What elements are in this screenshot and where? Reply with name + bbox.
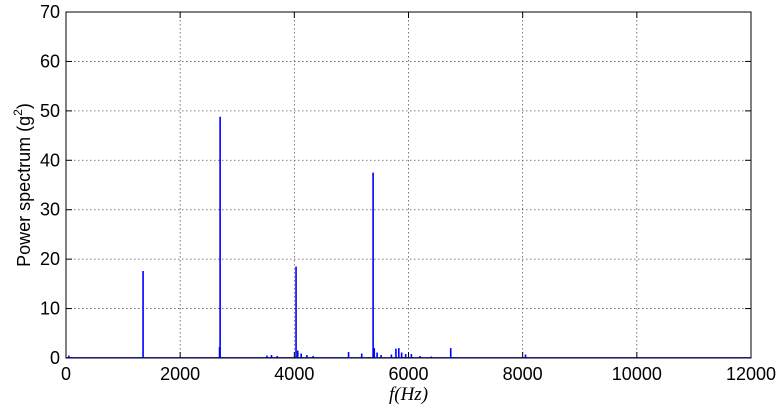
y-tick-label: 10	[40, 299, 60, 319]
y-axis-label-suffix: )	[14, 103, 34, 109]
x-tick-label: 4000	[274, 364, 314, 384]
x-tick-labels: 0 2000 4000 6000 8000 10000 12000	[61, 364, 776, 384]
y-tick-label: 50	[40, 101, 60, 121]
x-tick-label: 0	[61, 364, 71, 384]
y-tick-label: 60	[40, 51, 60, 71]
y-axis-label: Power spectrum (g2)	[11, 103, 34, 267]
x-tick-label: 8000	[503, 364, 543, 384]
x-tick-label: 12000	[726, 364, 776, 384]
grid	[66, 12, 751, 358]
x-axis-label: f(Hz)	[389, 384, 428, 405]
y-tick-label: 70	[40, 2, 60, 22]
y-tick-label: 40	[40, 150, 60, 170]
y-tick-label: 30	[40, 200, 60, 220]
x-tick-label: 6000	[388, 364, 428, 384]
y-tick-label: 20	[40, 249, 60, 269]
ticks	[65, 11, 752, 359]
y-axis-label-superscript: 2	[11, 109, 25, 116]
x-tick-label: 2000	[160, 364, 200, 384]
x-tick-label: 10000	[612, 364, 662, 384]
y-axis-label-main: Power spectrum (g	[14, 116, 34, 267]
y-tick-labels: 0 10 20 30 40 50 60 70	[40, 2, 60, 368]
y-tick-label: 0	[50, 348, 60, 368]
